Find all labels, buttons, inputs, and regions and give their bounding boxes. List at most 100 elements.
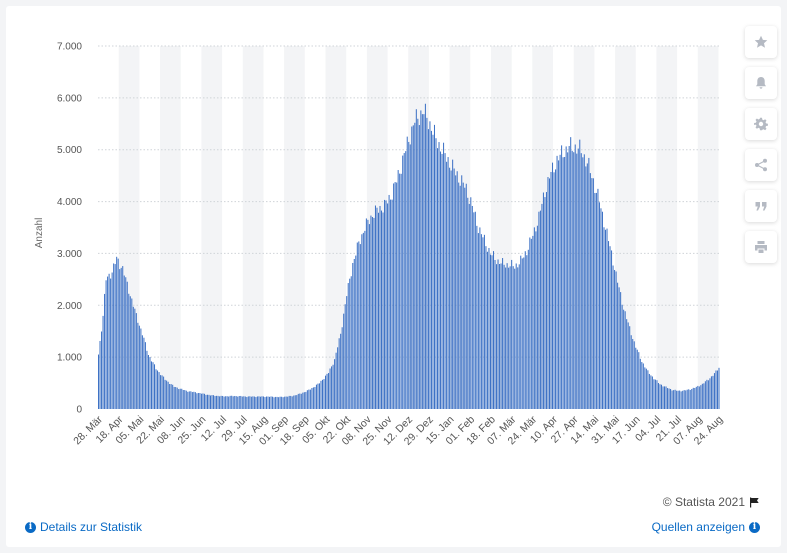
bar — [206, 394, 208, 409]
bar — [321, 379, 324, 409]
settings-button[interactable] — [745, 108, 777, 140]
bar — [231, 395, 233, 409]
bar — [308, 389, 310, 409]
bar — [394, 182, 396, 409]
favorite-button[interactable] — [745, 26, 777, 58]
bar — [570, 137, 572, 409]
bar — [116, 256, 118, 409]
bar — [358, 241, 360, 409]
bar — [223, 396, 225, 409]
bar — [459, 185, 461, 409]
bar — [673, 390, 675, 409]
bar — [111, 272, 113, 409]
bar — [169, 384, 171, 409]
bar — [172, 384, 174, 409]
bar — [526, 255, 528, 409]
bar — [589, 173, 591, 409]
bar — [716, 370, 718, 409]
bar — [353, 259, 355, 409]
bar — [432, 134, 434, 409]
bar — [373, 217, 375, 409]
bar — [311, 388, 313, 409]
bar — [645, 368, 647, 409]
share-icon — [755, 158, 767, 172]
bar — [624, 311, 626, 409]
bar — [315, 384, 317, 409]
bar — [485, 246, 487, 409]
bar — [166, 380, 168, 409]
bar — [421, 114, 423, 409]
bar — [293, 395, 295, 409]
sources-link[interactable]: Quellen anzeigen i — [652, 520, 760, 534]
bar — [300, 393, 302, 409]
bar — [132, 306, 134, 409]
bar — [367, 219, 369, 409]
bar — [211, 395, 213, 409]
bar — [506, 263, 508, 409]
bar — [399, 173, 401, 409]
bar — [119, 269, 121, 409]
bar — [520, 255, 522, 409]
bar — [603, 227, 605, 409]
bar — [294, 395, 296, 409]
bar — [355, 255, 357, 409]
bar — [591, 178, 593, 409]
bar — [325, 375, 327, 409]
bar — [247, 396, 249, 409]
bar — [680, 391, 682, 409]
bar — [412, 125, 414, 409]
bar — [240, 395, 242, 409]
details-link[interactable]: i Details zur Statistik — [25, 520, 142, 534]
bar — [474, 211, 476, 409]
bar — [411, 126, 413, 410]
bar — [440, 151, 442, 409]
bar — [258, 396, 260, 409]
bar — [461, 175, 463, 409]
bar — [659, 384, 661, 409]
bar — [521, 258, 523, 409]
bar — [259, 396, 261, 409]
bars — [98, 103, 720, 410]
copyright: © Statista 2021 — [663, 495, 760, 509]
bar — [241, 396, 243, 409]
bar — [609, 246, 611, 409]
bar — [614, 269, 616, 409]
bar — [346, 296, 348, 409]
bar — [388, 194, 390, 409]
bar — [561, 145, 563, 409]
bar — [635, 347, 637, 409]
bar — [387, 203, 389, 409]
bar — [542, 192, 544, 409]
bar — [190, 391, 192, 409]
bar — [143, 337, 145, 409]
sources-link-label: Quellen anzeigen — [651, 520, 745, 534]
bar — [455, 175, 457, 409]
bar — [275, 396, 277, 409]
bar — [131, 298, 133, 409]
bar — [278, 397, 280, 409]
band — [656, 46, 678, 409]
bar — [538, 211, 540, 409]
share-button[interactable] — [745, 149, 777, 181]
bar — [393, 183, 395, 409]
bar — [314, 386, 316, 409]
cite-button[interactable] — [745, 190, 777, 222]
bar — [279, 396, 281, 409]
bar — [586, 163, 588, 409]
print-button[interactable] — [745, 231, 777, 263]
bar — [365, 218, 367, 409]
bar — [146, 350, 148, 409]
bar — [629, 326, 631, 409]
bar — [452, 159, 454, 409]
bar — [524, 251, 526, 409]
bar — [668, 388, 670, 409]
bar — [390, 199, 392, 409]
bar — [126, 281, 128, 409]
bar — [377, 212, 380, 409]
bar — [647, 370, 649, 409]
bar — [155, 369, 157, 409]
bar — [105, 280, 107, 409]
notification-button[interactable] — [745, 67, 777, 99]
bar — [497, 259, 499, 409]
bar — [396, 182, 398, 409]
